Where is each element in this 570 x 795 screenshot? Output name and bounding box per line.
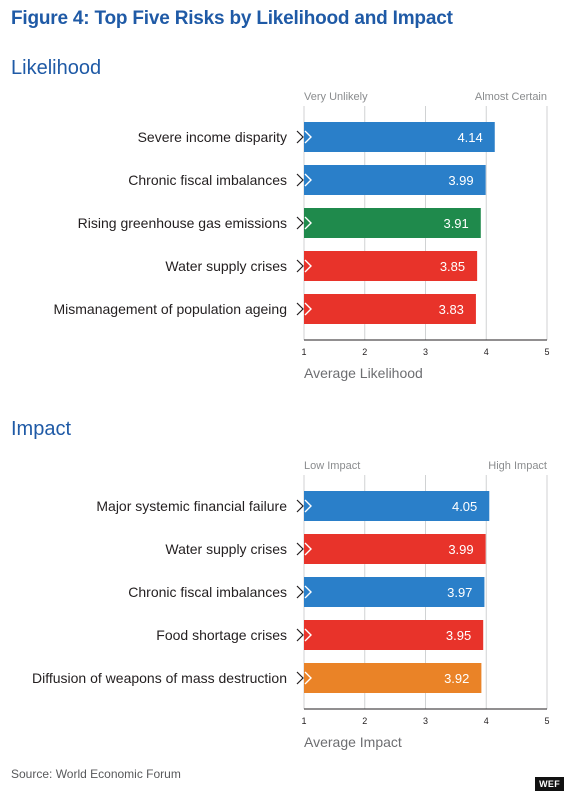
chevron-icon <box>296 671 304 685</box>
category-label: Severe income disparity <box>138 129 287 145</box>
category-label: Water supply crises <box>165 541 287 557</box>
bar <box>304 663 482 693</box>
scale-high-label: Almost Certain <box>475 91 547 103</box>
bar <box>304 122 495 152</box>
tick-label: 3 <box>423 716 428 726</box>
impact-chart: Low Impact High Impact 1 2 3 4 5 Major systemic… <box>32 460 550 750</box>
category-label: Water supply crises <box>165 258 287 274</box>
scale-low-label: Low Impact <box>304 460 360 472</box>
bar <box>304 577 485 607</box>
bar <box>304 208 481 238</box>
value-label: 3.91 <box>443 216 468 231</box>
chevron-icon <box>296 628 304 642</box>
category-label: Chronic fiscal imbalances <box>128 172 287 188</box>
bar-chevron-icon <box>304 259 312 273</box>
x-axis-title: Average Likelihood <box>304 365 423 381</box>
tick-label: 2 <box>362 716 367 726</box>
tick-label: 4 <box>484 716 489 726</box>
bar-chevron-icon <box>304 585 312 599</box>
category-label: Rising greenhouse gas emissions <box>78 215 287 231</box>
bar <box>304 534 486 564</box>
bar-chevron-icon <box>304 628 312 642</box>
source-note: Source: World Economic Forum <box>11 767 181 781</box>
tick-label: 2 <box>362 347 367 357</box>
category-label: Diffusion of weapons of mass destruction <box>32 670 287 686</box>
chevron-icon <box>296 585 304 599</box>
tick-label: 4 <box>484 347 489 357</box>
value-label: 3.99 <box>448 173 473 188</box>
value-label: 3.99 <box>448 542 473 557</box>
tick-label: 3 <box>423 347 428 357</box>
chevron-icon <box>296 130 304 144</box>
value-label: 3.85 <box>440 259 465 274</box>
bar-chevron-icon <box>304 671 312 685</box>
bar <box>304 620 484 650</box>
bar <box>304 491 490 521</box>
category-label: Chronic fiscal imbalances <box>128 584 287 600</box>
chevron-icon <box>296 499 304 513</box>
value-label: 4.05 <box>452 499 477 514</box>
bar-chevron-icon <box>304 173 312 187</box>
bar-chevron-icon <box>304 542 312 556</box>
category-label: Major systemic financial failure <box>96 498 287 514</box>
likelihood-chart: Very Unlikely Almost Certain 1 2 3 4 5 Severe i… <box>54 91 550 381</box>
value-label: 3.95 <box>446 628 471 643</box>
x-axis-title: Average Impact <box>304 734 402 750</box>
bar-chevron-icon <box>304 302 312 316</box>
impact-section-title: Impact <box>11 418 72 440</box>
bar <box>304 294 476 324</box>
scale-low-label: Very Unlikely <box>304 91 368 103</box>
tick-label: 5 <box>544 716 549 726</box>
chevron-icon <box>296 302 304 316</box>
value-label: 3.92 <box>444 671 469 686</box>
bar <box>304 251 478 281</box>
category-label: Mismanagement of population ageing <box>54 301 288 317</box>
chevron-icon <box>296 542 304 556</box>
value-label: 4.14 <box>457 130 482 145</box>
category-label: Food shortage crises <box>156 627 287 643</box>
value-label: 3.83 <box>439 302 464 317</box>
chevron-icon <box>296 173 304 187</box>
chevron-icon <box>296 259 304 273</box>
bar-chevron-icon <box>304 130 312 144</box>
chevron-icon <box>296 216 304 230</box>
figure-title: Figure 4: Top Five Risks by Likelihood a… <box>11 8 453 29</box>
value-label: 3.97 <box>447 585 472 600</box>
tick-label: 5 <box>544 347 549 357</box>
tick-label: 1 <box>301 716 306 726</box>
likelihood-section-title: Likelihood <box>11 57 102 79</box>
bar <box>304 165 486 195</box>
wef-badge: WEF <box>535 777 564 791</box>
bar-chevron-icon <box>304 216 312 230</box>
scale-high-label: High Impact <box>488 460 547 472</box>
tick-label: 1 <box>301 347 306 357</box>
bar-chevron-icon <box>304 499 312 513</box>
